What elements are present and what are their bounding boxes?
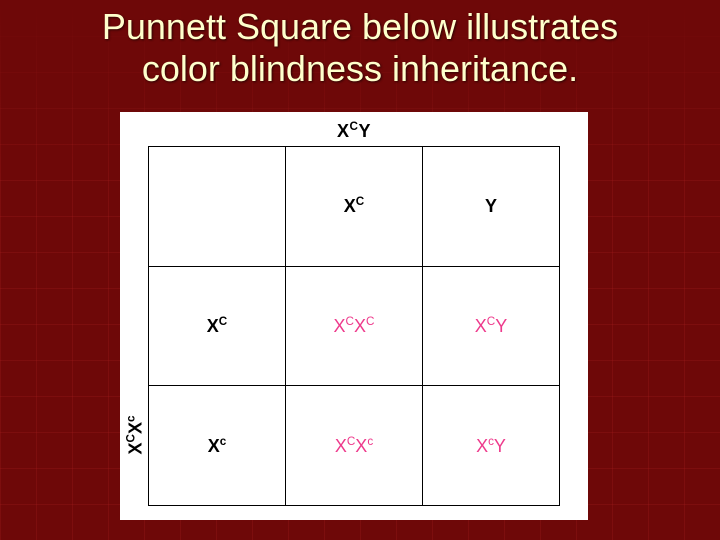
row-header-1: Xc [149,386,286,506]
slide-title: Punnett Square below illustrates color b… [0,6,720,91]
female-parent-label: XCXc [124,416,146,455]
col-header-1: Y [423,147,560,267]
table-row: XC Y [149,147,560,267]
blank-corner [149,147,286,267]
punnett-figure: XCY XCXc XC Y XC XCXC XCY Xc XCXc XcY [120,112,588,520]
offspring-0-0: XCXC [286,266,423,386]
slide-title-line2: color blindness inheritance. [142,48,578,89]
table-row: XC XCXC XCY [149,266,560,386]
row-header-0: XC [149,266,286,386]
punnett-square-wrap: XCXc XC Y XC XCXC XCY Xc XCXc XcY [148,146,560,506]
slide-title-line1: Punnett Square below illustrates [102,6,618,47]
col-header-0: XC [286,147,423,267]
male-parent-label: XCY [148,120,560,142]
table-row: Xc XCXc XcY [149,386,560,506]
offspring-1-1: XcY [423,386,560,506]
female-parent-label-wrap: XCXc [124,146,146,506]
offspring-0-1: XCY [423,266,560,386]
punnett-table: XC Y XC XCXC XCY Xc XCXc XcY [148,146,560,506]
offspring-1-0: XCXc [286,386,423,506]
